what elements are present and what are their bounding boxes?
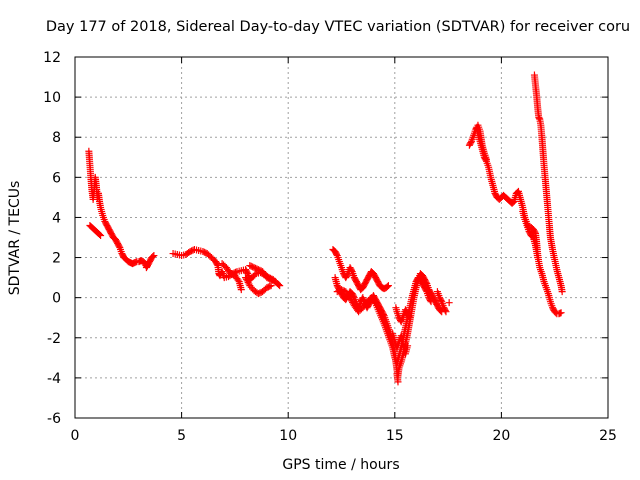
- data-point: [243, 277, 251, 285]
- data-point: [467, 139, 475, 147]
- data-point: [97, 231, 105, 239]
- y-tick-label: 8: [52, 130, 61, 146]
- data-point: [96, 230, 104, 238]
- x-tick-label: 0: [71, 428, 80, 444]
- data-point: [115, 242, 123, 250]
- data-point: [234, 276, 242, 284]
- data-point: [333, 250, 341, 258]
- data-point: [405, 312, 413, 320]
- data-point: [384, 282, 392, 290]
- data-point: [422, 286, 430, 294]
- data-point: [347, 295, 355, 303]
- data-point: [426, 296, 434, 304]
- data-point: [383, 283, 391, 291]
- data-point: [445, 299, 453, 307]
- data-point: [441, 306, 449, 314]
- data-point: [509, 198, 517, 206]
- data-point: [349, 298, 357, 306]
- data-point: [266, 282, 274, 290]
- data-point: [482, 155, 490, 163]
- x-tick-label: 20: [492, 428, 510, 444]
- data-point: [558, 288, 566, 296]
- plot-frame: [74, 56, 609, 419]
- data-point: [394, 378, 402, 386]
- x-axis-label: GPS time / hours: [282, 457, 399, 473]
- data-point: [244, 278, 252, 286]
- data-point: [237, 286, 245, 294]
- data-point: [251, 271, 259, 279]
- x-tick-label: 15: [386, 428, 404, 444]
- y-tick-label: -2: [47, 331, 61, 347]
- y-tick-label: -6: [47, 411, 61, 427]
- data-point: [275, 281, 283, 289]
- data-point: [371, 298, 379, 306]
- data-point: [557, 309, 565, 317]
- x-tick-label: 25: [599, 428, 617, 444]
- y-tick-label: 6: [52, 170, 61, 186]
- data-point: [442, 308, 450, 316]
- data-point: [242, 274, 250, 282]
- y-tick-label: 12: [43, 50, 61, 66]
- grid: [75, 57, 608, 418]
- data-point: [270, 277, 278, 285]
- y-tick-label: 2: [52, 251, 61, 267]
- y-tick-label: 4: [52, 210, 61, 226]
- y-tick-label: -4: [47, 371, 61, 387]
- data-points: [85, 71, 566, 386]
- data-point: [149, 253, 157, 261]
- data-point: [267, 282, 275, 290]
- x-tick-label: 5: [177, 428, 186, 444]
- data-point: [243, 268, 251, 276]
- data-point: [528, 232, 536, 240]
- data-point: [348, 297, 356, 305]
- data-point: [406, 314, 414, 322]
- y-tick-label: 0: [52, 291, 61, 307]
- data-point: [531, 228, 539, 236]
- chart-title: Day 177 of 2018, Sidereal Day-to-day VTE…: [46, 19, 630, 35]
- data-point: [347, 266, 355, 274]
- y-axis-label: SDTVAR / TECUs: [7, 181, 23, 296]
- x-tick-label: 10: [279, 428, 297, 444]
- data-point: [276, 282, 284, 290]
- data-point: [534, 254, 542, 262]
- y-tick-label: 10: [43, 90, 61, 106]
- data-point: [427, 298, 435, 306]
- data-point: [271, 278, 279, 286]
- data-point: [150, 252, 158, 260]
- data-point: [242, 275, 250, 283]
- data-point: [213, 260, 221, 268]
- axis-ticks: 0 5 10 15 20 25 -6 -4 -2 0 2 4 6 8 10 12: [43, 50, 617, 444]
- data-point: [437, 296, 445, 304]
- data-point: [346, 294, 354, 302]
- data-point: [343, 271, 351, 279]
- data-point: [404, 342, 412, 350]
